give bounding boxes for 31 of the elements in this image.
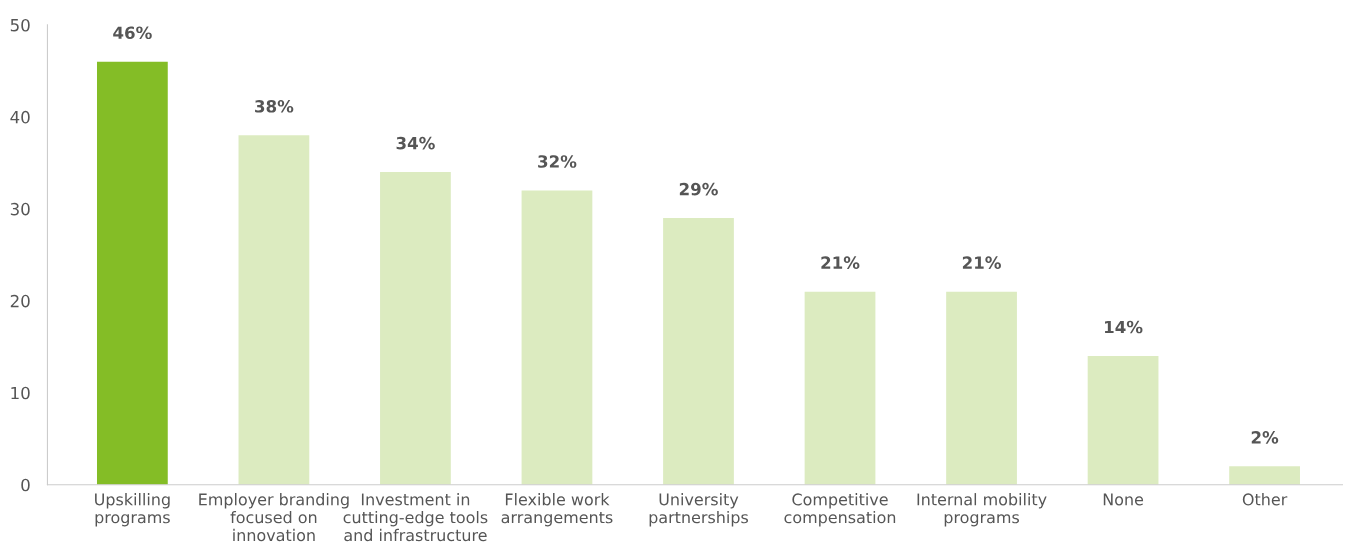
x-tick-label: Upskilling programs <box>95 493 170 527</box>
bar <box>946 291 1017 485</box>
bar <box>521 190 593 485</box>
data-label: 14% <box>1105 320 1143 334</box>
x-tick-label: Competitive compensation <box>784 493 896 527</box>
data-label: 2% <box>1251 431 1279 444</box>
y-tick-label: 10 <box>11 386 30 400</box>
y-tick-label: 30 <box>10 202 30 216</box>
y-tick-label: 20 <box>10 294 30 308</box>
bar <box>96 61 168 485</box>
x-tick-label: Internal mobility programs <box>917 493 1047 527</box>
x-tick-label: None <box>1103 493 1144 506</box>
y-tick-label: 40 <box>10 110 30 124</box>
x-tick-label: Other <box>1242 493 1288 506</box>
x-tick-label: Flexible work arrangements <box>501 493 613 527</box>
y-tick-label: 50 <box>10 18 30 32</box>
bar <box>380 172 451 485</box>
x-tick-label: University partnerships <box>649 493 749 527</box>
data-label: 29% <box>679 182 718 196</box>
bar <box>663 218 734 485</box>
bar <box>1229 466 1300 485</box>
data-label: 32% <box>538 155 577 168</box>
bar <box>238 135 310 485</box>
bar <box>804 291 876 485</box>
bar <box>1087 356 1159 485</box>
data-label: 46% <box>113 26 152 40</box>
data-label: 21% <box>962 256 1001 269</box>
data-label: 34% <box>396 136 435 150</box>
data-label: 38% <box>255 100 294 113</box>
data-label: 21% <box>821 256 860 269</box>
y-tick-label: 0 <box>21 478 30 492</box>
